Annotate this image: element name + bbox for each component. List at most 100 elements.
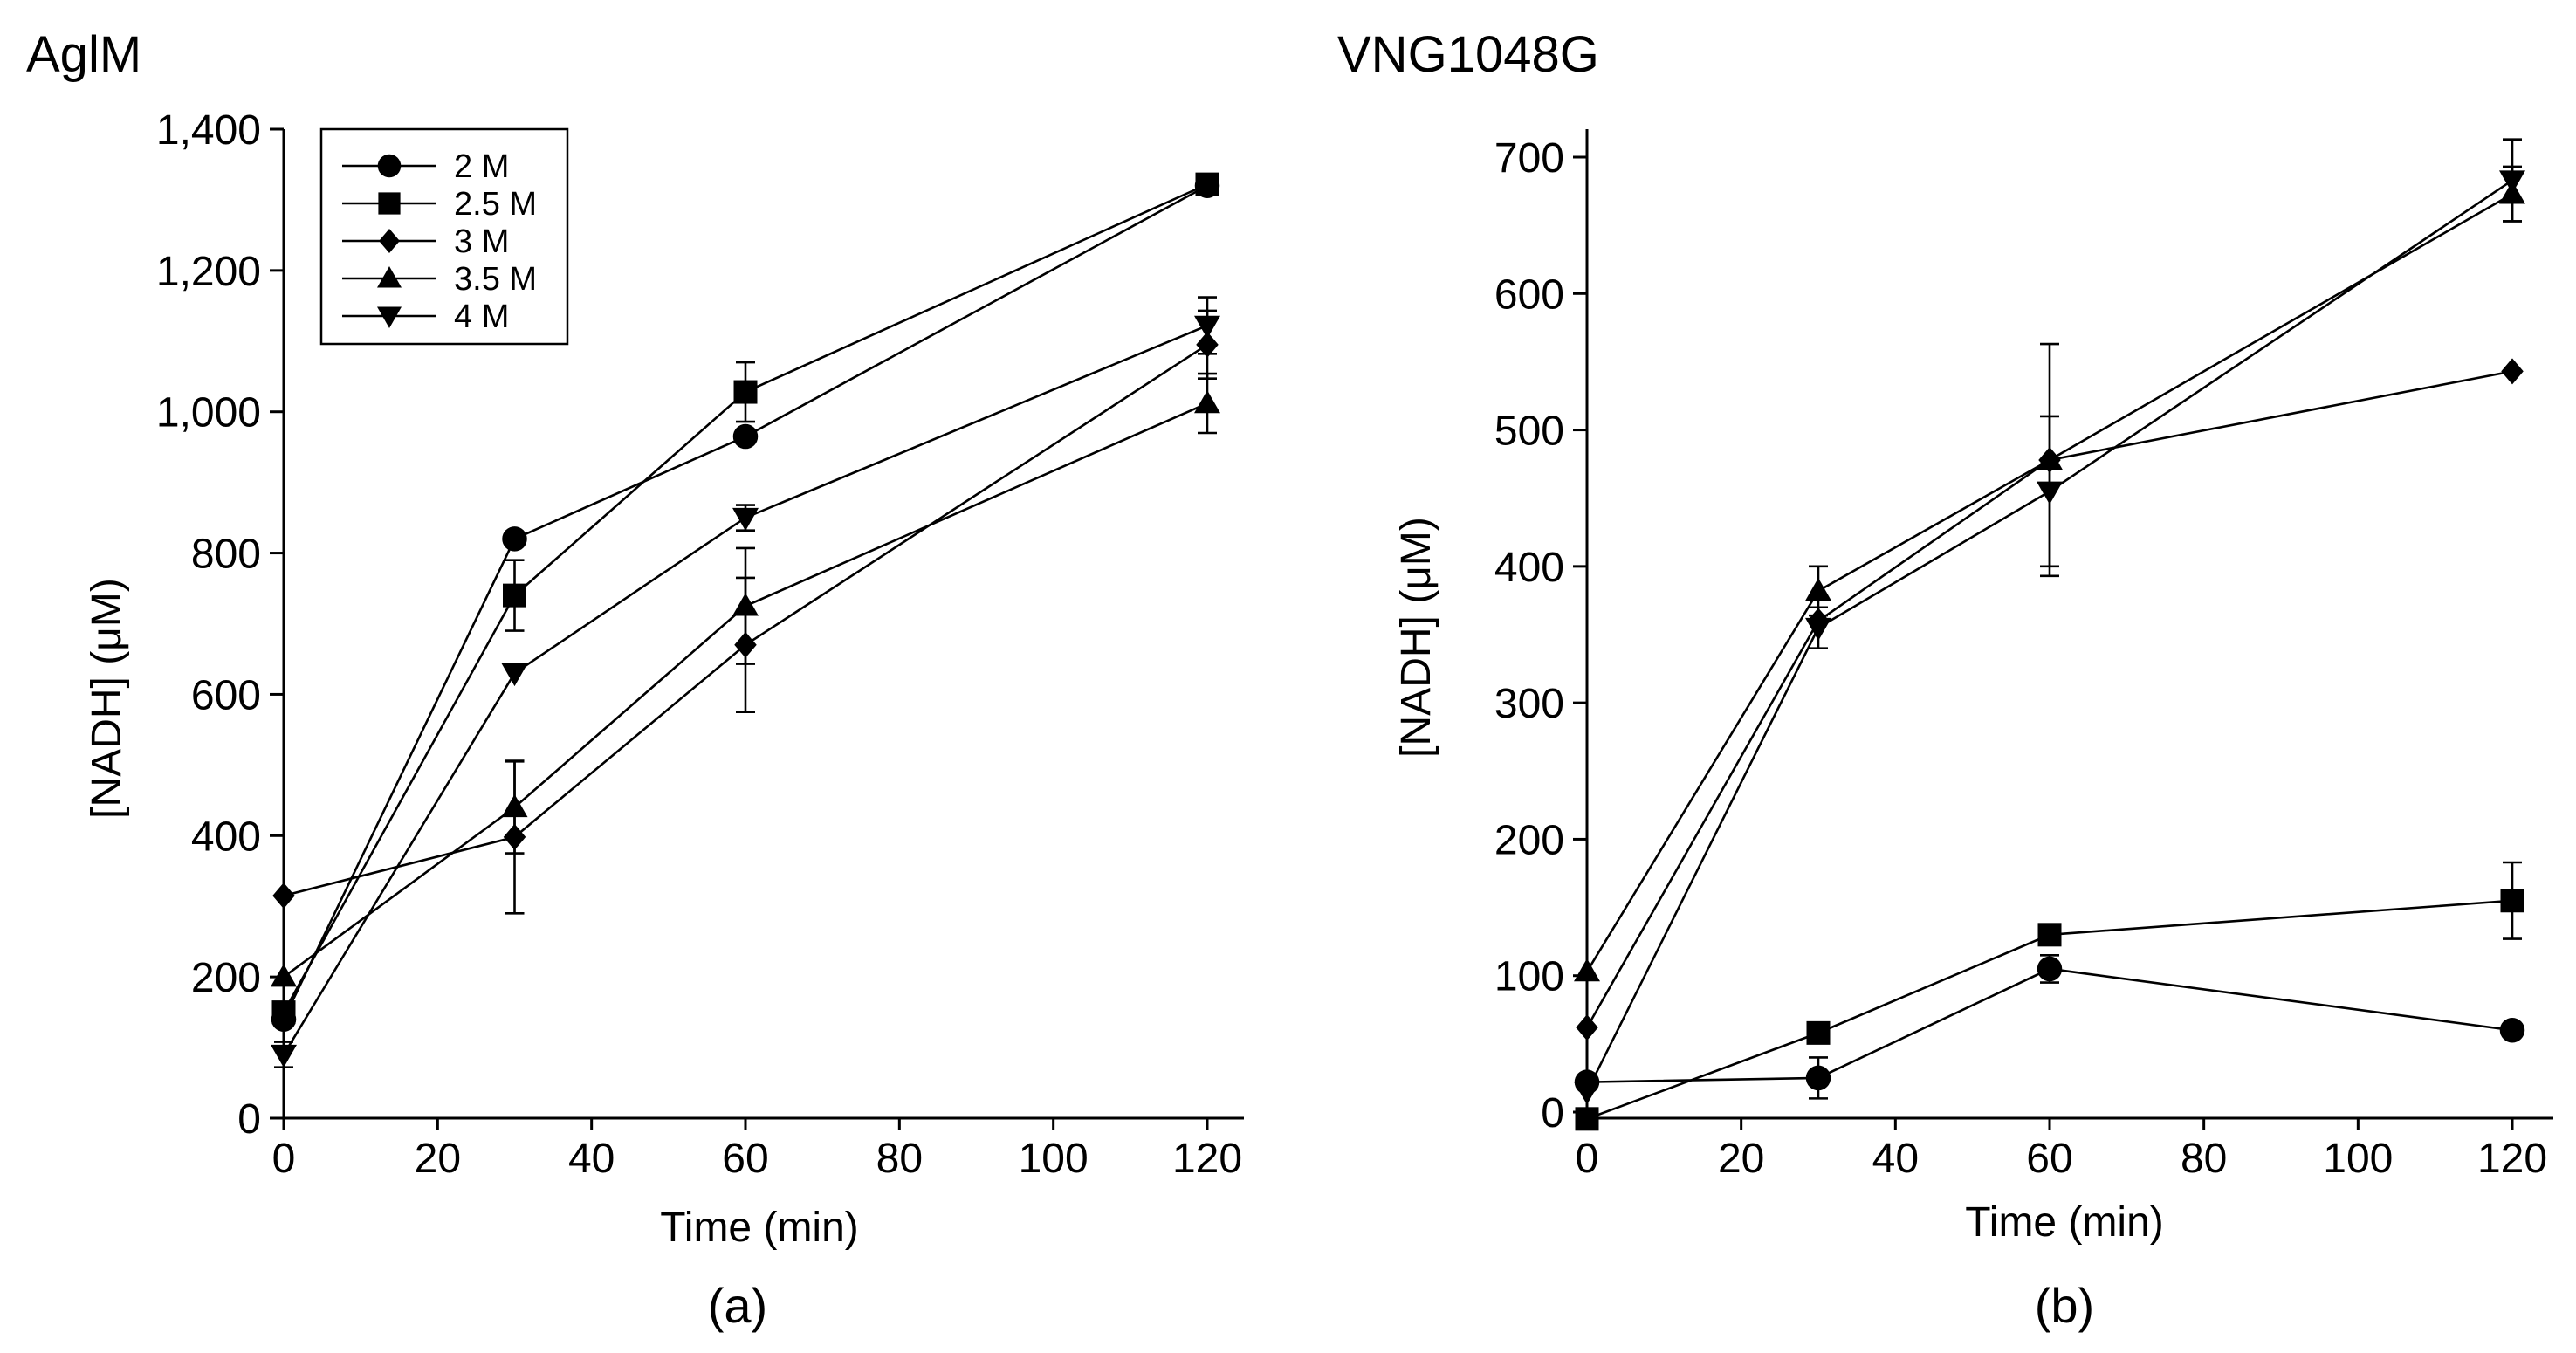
panel-b-series-square [1575, 861, 2524, 1131]
data-point [2499, 1017, 2525, 1043]
panel-b-y-axis-title: [NADH] (μM) [1393, 517, 1439, 758]
panel-b-series-triangle-up [1574, 165, 2525, 982]
series-line [1585, 370, 2513, 1028]
data-point [1194, 390, 1220, 414]
panel-b-x-tick-label: 80 [2181, 1136, 2227, 1182]
chart-panel-b: VNG1048G 0 20 40 60 80 100 120 0 100 200 300 400 500… [1337, 26, 2553, 1333]
data-point [1805, 577, 1831, 601]
panel-b-y-tick-label: 400 [1494, 545, 1564, 591]
panel-b-series-diamond [1576, 358, 2524, 1041]
panel-b-title: VNG1048G [1337, 26, 1599, 83]
panel-a-y-tick-label: 600 [191, 672, 261, 718]
legend-marker [377, 306, 402, 328]
data-point [1574, 1082, 1600, 1105]
panel-a-x-tick-label: 120 [1172, 1136, 1242, 1182]
data-point [733, 380, 758, 404]
panel-a-x-tick-label: 60 [722, 1136, 768, 1182]
panel-a-y-tick-label: 200 [191, 955, 261, 1001]
legend-marker [378, 192, 401, 215]
series-line [282, 324, 1208, 1055]
legend-label: 2.5 M [454, 186, 537, 223]
legend-label: 4 M [454, 299, 509, 335]
data-point [501, 663, 528, 687]
panel-b-y-tick-label: 300 [1494, 681, 1564, 727]
panel-a-y-tick-label: 800 [191, 532, 261, 578]
panel-a-y-axis-title: [NADH] (μM) [84, 578, 130, 819]
panel-b-x-tick-label: 20 [1718, 1136, 1764, 1182]
panel-a-x-tick-label: 100 [1019, 1136, 1089, 1182]
panel-b-y-tick-label: 200 [1494, 817, 1564, 863]
legend-marker [377, 154, 402, 178]
panel-a-x-axis-title: Time (min) [660, 1205, 859, 1251]
panel-b-x-tick-label: 0 [1576, 1136, 1599, 1182]
legend-marker [379, 229, 400, 253]
data-point [1195, 172, 1219, 196]
series-line [282, 184, 1208, 1020]
series-line [283, 402, 1208, 979]
panel-a-y-tick-label: 1,000 [156, 390, 261, 436]
data-point [1806, 1020, 1831, 1045]
panel-b-y-tick-label: 100 [1494, 954, 1564, 1000]
panel-b-axes: 0 20 40 60 80 100 120 0 100 200 300 400 500 600 700 [1494, 129, 2553, 1182]
panel-b-series-triangle-down [1574, 138, 2525, 1105]
data-point [1574, 958, 1600, 982]
legend-entry: 3 M [342, 223, 509, 260]
panel-a-y-tick-label: 1,400 [156, 107, 261, 154]
panel-b-y-tick-label: 500 [1494, 409, 1564, 455]
panel-b-x-tick-label: 60 [2026, 1136, 2072, 1182]
data-point [503, 583, 526, 608]
panel-a-caption: (a) [708, 1278, 767, 1333]
series-line [1585, 179, 2513, 1093]
data-point [2501, 358, 2524, 385]
data-point [2499, 170, 2525, 194]
panel-a-series [271, 172, 1220, 1069]
legend-entry: 2.5 M [342, 186, 537, 223]
data-point [1575, 1107, 1599, 1131]
panel-b-x-tick-label: 40 [1872, 1136, 1919, 1182]
legend-entry: 4 M [342, 299, 509, 335]
panel-a-series-2-5-M [271, 172, 1219, 1025]
panel-b-series [1574, 138, 2525, 1131]
panel-b-y-tick-label: 700 [1494, 135, 1564, 182]
data-point [2037, 481, 2063, 505]
chart-panel-a: AglM 0 20 40 60 80 100 120 0 200 400 600 800 1,000 1,… [26, 26, 1244, 1333]
data-point [732, 593, 759, 616]
panel-a-title: AglM [26, 26, 141, 83]
series-line [1585, 193, 2513, 972]
panel-a-y-tick-label: 400 [191, 814, 261, 860]
legend-box [319, 127, 569, 346]
panel-a-axes: 0 20 40 60 80 100 120 0 200 400 600 800 1,000 1,200 1,… [156, 107, 1244, 1182]
panel-b-x-tick-label: 120 [2477, 1136, 2547, 1182]
data-point [271, 964, 297, 987]
data-point [732, 423, 759, 450]
panel-a-x-tick-label: 80 [876, 1136, 923, 1182]
legend-entry: 3.5 M [342, 261, 537, 298]
panel-a-series-4-M [271, 296, 1220, 1069]
data-point [1805, 617, 1831, 642]
data-point [502, 526, 527, 552]
panel-a-x-tick-label: 0 [272, 1136, 296, 1182]
panel-b-y-tick-label: 0 [1541, 1090, 1564, 1137]
data-point [1194, 315, 1220, 339]
panel-a-y-tick-label: 0 [237, 1096, 261, 1143]
data-point [272, 883, 295, 910]
panel-b-x-tick-label: 100 [2323, 1136, 2393, 1182]
data-point [732, 507, 759, 532]
series-line [283, 343, 1208, 897]
data-point [1576, 1014, 1598, 1041]
panel-b-caption: (b) [2035, 1278, 2094, 1333]
data-point [2500, 889, 2524, 913]
panel-a-x-tick-label: 40 [568, 1136, 615, 1182]
series-line [1586, 967, 2513, 1083]
legend-label: 3.5 M [454, 261, 537, 298]
panel-a-x-tick-label: 20 [415, 1136, 461, 1182]
series-line [282, 182, 1208, 1013]
panel-a-legend: 2 M2.5 M3 M3.5 M4 M [319, 127, 569, 346]
data-point [271, 1000, 296, 1025]
legend-label: 2 M [454, 148, 509, 185]
panel-a-series-3-5-M [271, 372, 1220, 987]
data-point [271, 1044, 297, 1068]
data-point [501, 793, 528, 818]
panel-b-y-tick-label: 600 [1494, 271, 1564, 318]
